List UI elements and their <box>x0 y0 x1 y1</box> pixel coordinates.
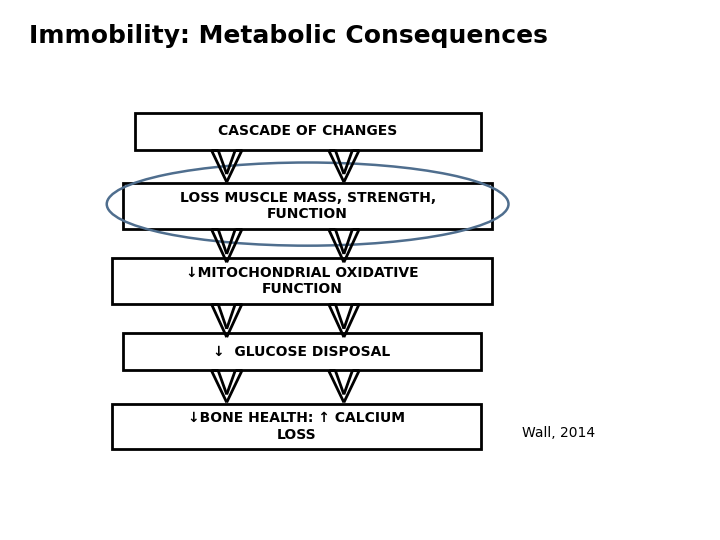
Bar <box>112 258 492 304</box>
Text: LOSS MUSCLE MASS, STRENGTH,
FUNCTION: LOSS MUSCLE MASS, STRENGTH, FUNCTION <box>179 191 436 221</box>
Text: ↓MITOCHONDRIAL OXIDATIVE
FUNCTION: ↓MITOCHONDRIAL OXIDATIVE FUNCTION <box>186 266 418 296</box>
Text: ↓BONE HEALTH: ↑ CALCIUM
LOSS: ↓BONE HEALTH: ↑ CALCIUM LOSS <box>188 411 405 442</box>
Text: ↓  GLUCOSE DISPOSAL: ↓ GLUCOSE DISPOSAL <box>213 345 391 359</box>
Text: CASCADE OF CHANGES: CASCADE OF CHANGES <box>218 124 397 138</box>
Bar <box>112 404 481 449</box>
Bar <box>135 113 481 150</box>
Text: Wall, 2014: Wall, 2014 <box>522 426 595 440</box>
Bar <box>124 333 480 370</box>
Text: Immobility: Metabolic Consequences: Immobility: Metabolic Consequences <box>29 24 548 48</box>
Bar <box>124 183 492 229</box>
